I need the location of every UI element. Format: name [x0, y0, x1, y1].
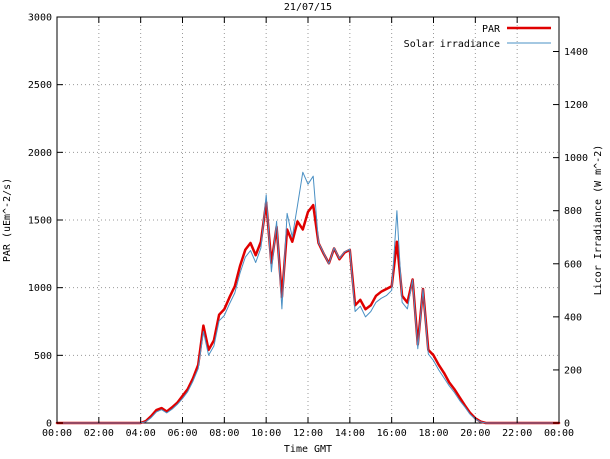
x-tick-label: 00:00 — [544, 428, 574, 439]
chart-title: 21/07/15 — [284, 2, 332, 13]
x-axis-title: Time GMT — [284, 444, 332, 455]
y-right-tick-label: 800 — [564, 206, 582, 217]
x-tick-label: 08:00 — [209, 428, 239, 439]
y-left-tick-label: 2000 — [28, 148, 52, 159]
x-tick-label: 22:00 — [502, 428, 532, 439]
y-right-tick-label: 600 — [564, 259, 582, 270]
y-right-tick-label: 1400 — [564, 47, 588, 58]
grid-lines — [57, 17, 559, 423]
y-left-tick-label: 2500 — [28, 80, 52, 91]
x-tick-label: 12:00 — [293, 428, 323, 439]
x-tick-label: 02:00 — [84, 428, 114, 439]
x-tick-label: 18:00 — [418, 428, 448, 439]
x-tick-label: 00:00 — [42, 428, 72, 439]
y-left-tick-label: 1500 — [28, 216, 52, 227]
y-right-tick-label: 400 — [564, 312, 582, 323]
y-left-tick-label: 500 — [34, 351, 52, 362]
y-right-tick-label: 1000 — [564, 153, 588, 164]
y-left-tick-label: 1000 — [28, 283, 52, 294]
x-tick-label: 20:00 — [460, 428, 490, 439]
y-left-tick-label: 0 — [46, 419, 52, 430]
legend: PAR Solar irradiance — [404, 24, 551, 50]
y-right-tick-label: 1200 — [564, 100, 588, 111]
y-right-tick-label: 200 — [564, 365, 582, 376]
y-left-tick-label: 3000 — [28, 13, 52, 24]
y-left-axis-title: PAR (uEm^-2/s) — [2, 178, 13, 262]
x-tick-label: 14:00 — [335, 428, 365, 439]
y-right-tick-label: 0 — [564, 419, 570, 430]
x-tick-label: 10:00 — [251, 428, 281, 439]
axis-ticks: 0 500 1000 1500 2000 2500 3000 0 200 400 600 800 100… — [28, 13, 588, 440]
x-tick-label: 04:00 — [126, 428, 156, 439]
y-right-axis-title: Licor Irradiance (W m^-2) — [593, 145, 604, 296]
x-tick-label: 06:00 — [167, 428, 197, 439]
x-tick-label: 16:00 — [377, 428, 407, 439]
legend-label-solar: Solar irradiance — [404, 39, 500, 50]
legend-label-par: PAR — [482, 24, 501, 35]
